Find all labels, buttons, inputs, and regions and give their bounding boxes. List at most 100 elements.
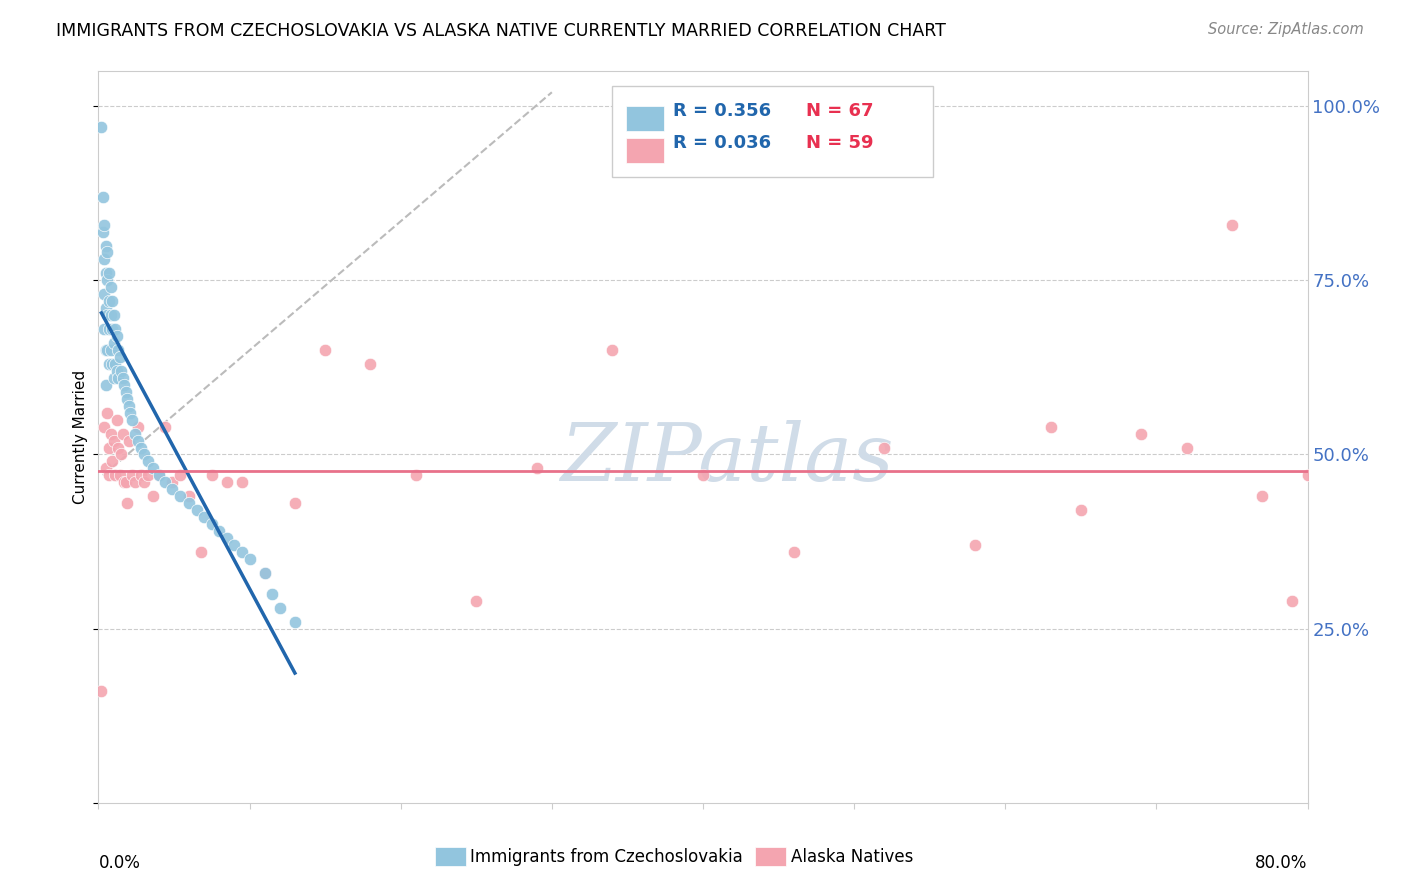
- Point: [201, 517, 224, 532]
- Point: [98, 266, 121, 280]
- Point: [98, 441, 121, 455]
- Point: [136, 454, 159, 468]
- Point: [190, 545, 212, 559]
- Point: [114, 475, 136, 490]
- Point: [1039, 419, 1062, 434]
- Point: [93, 287, 115, 301]
- Point: [1341, 434, 1364, 448]
- Text: ZIPatlas: ZIPatlas: [561, 420, 894, 498]
- Point: [148, 468, 170, 483]
- Point: [90, 120, 112, 134]
- Point: [110, 364, 132, 378]
- Point: [98, 357, 121, 371]
- Text: Alaska Natives: Alaska Natives: [792, 848, 914, 866]
- Point: [186, 503, 208, 517]
- Point: [1251, 489, 1274, 503]
- Point: [101, 322, 124, 336]
- Point: [100, 343, 122, 357]
- Point: [96, 273, 118, 287]
- Point: [1070, 503, 1092, 517]
- Point: [169, 489, 191, 503]
- Point: [526, 461, 548, 475]
- Point: [269, 600, 291, 615]
- Point: [153, 419, 176, 434]
- Text: N = 67: N = 67: [806, 102, 873, 120]
- Point: [112, 377, 135, 392]
- FancyBboxPatch shape: [755, 847, 786, 866]
- Text: Immigrants from Czechoslovakia: Immigrants from Czechoslovakia: [470, 848, 742, 866]
- Point: [93, 322, 115, 336]
- Point: [124, 475, 146, 490]
- Point: [142, 489, 165, 503]
- Point: [94, 238, 117, 252]
- Point: [94, 461, 117, 475]
- Point: [142, 461, 165, 475]
- Point: [103, 308, 125, 322]
- Point: [215, 475, 238, 490]
- Point: [93, 252, 115, 267]
- Point: [129, 441, 152, 455]
- Point: [93, 419, 115, 434]
- Point: [115, 392, 138, 406]
- Text: R = 0.036: R = 0.036: [673, 134, 770, 153]
- Point: [118, 399, 141, 413]
- Point: [148, 468, 170, 483]
- Point: [94, 377, 117, 392]
- Point: [1296, 468, 1319, 483]
- Point: [107, 343, 129, 357]
- Point: [111, 371, 134, 385]
- Point: [231, 475, 253, 490]
- Point: [465, 594, 488, 608]
- Point: [602, 343, 624, 357]
- Point: [112, 475, 135, 490]
- Point: [132, 475, 155, 490]
- FancyBboxPatch shape: [626, 106, 664, 131]
- Point: [105, 364, 128, 378]
- Point: [262, 587, 284, 601]
- Point: [360, 357, 382, 371]
- Point: [96, 343, 118, 357]
- Text: IMMIGRANTS FROM CZECHOSLOVAKIA VS ALASKA NATIVE CURRENTLY MARRIED CORRELATION CH: IMMIGRANTS FROM CZECHOSLOVAKIA VS ALASKA…: [56, 22, 946, 40]
- Text: R = 0.356: R = 0.356: [673, 102, 770, 120]
- Point: [105, 329, 128, 343]
- Point: [115, 496, 138, 510]
- Point: [169, 468, 191, 483]
- Point: [692, 468, 714, 483]
- Point: [118, 434, 141, 448]
- Point: [965, 538, 987, 552]
- Point: [208, 524, 231, 538]
- Point: [162, 475, 184, 490]
- Point: [1327, 545, 1350, 559]
- Point: [98, 322, 121, 336]
- Point: [1220, 218, 1243, 232]
- Point: [94, 343, 117, 357]
- Point: [111, 426, 134, 441]
- Text: N = 59: N = 59: [806, 134, 873, 153]
- Point: [108, 350, 131, 364]
- Point: [153, 475, 176, 490]
- Point: [179, 489, 201, 503]
- Point: [284, 496, 307, 510]
- Point: [103, 371, 125, 385]
- Point: [90, 684, 112, 698]
- Point: [96, 308, 118, 322]
- Point: [104, 468, 127, 483]
- Point: [105, 412, 128, 426]
- Point: [107, 441, 129, 455]
- Point: [104, 322, 127, 336]
- Point: [405, 468, 427, 483]
- FancyBboxPatch shape: [613, 86, 932, 178]
- Point: [108, 468, 131, 483]
- Point: [193, 510, 215, 524]
- Point: [121, 468, 143, 483]
- FancyBboxPatch shape: [626, 138, 664, 162]
- Point: [103, 434, 125, 448]
- Point: [100, 308, 122, 322]
- Point: [783, 545, 806, 559]
- Point: [1357, 468, 1379, 483]
- Point: [253, 566, 276, 580]
- Text: 0.0%: 0.0%: [98, 854, 141, 872]
- Point: [136, 468, 159, 483]
- Text: 80.0%: 80.0%: [1256, 854, 1308, 872]
- Point: [100, 426, 122, 441]
